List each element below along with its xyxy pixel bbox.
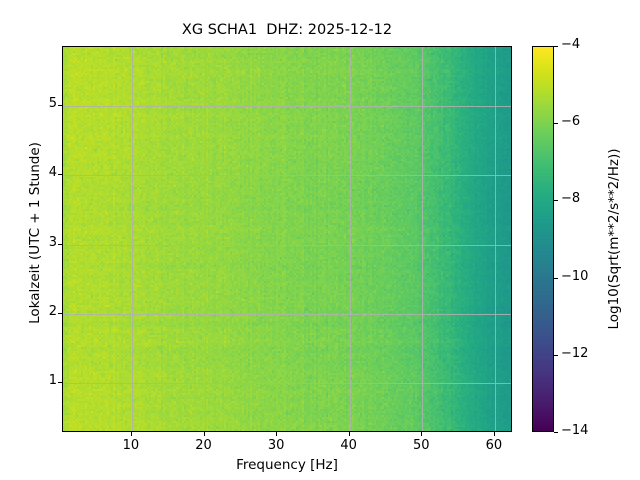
- colorbar-tick-mark: [554, 123, 558, 125]
- colorbar-tick-mark: [554, 200, 558, 202]
- x-tick-mark: [203, 432, 205, 436]
- gridline-vertical: [131, 47, 134, 431]
- x-tick-label: 10: [122, 438, 140, 453]
- x-tick-mark: [276, 432, 278, 436]
- x-tick-label: 20: [195, 438, 212, 453]
- y-tick-label: 1: [48, 373, 57, 389]
- y-tick-mark: [58, 312, 62, 314]
- x-tick-label: 50: [412, 438, 430, 453]
- colorbar-gradient: [533, 47, 553, 431]
- y-tick-label: 5: [48, 95, 57, 111]
- gridline-horizontal: [63, 244, 511, 246]
- x-tick-label: 40: [340, 438, 357, 453]
- gridline-horizontal: [63, 175, 511, 177]
- colorbar-tick-label: −6: [561, 114, 581, 130]
- y-tick-mark: [58, 104, 62, 106]
- gridline-vertical: [204, 47, 206, 431]
- gridline-vertical: [494, 47, 496, 431]
- x-tick-mark: [421, 432, 423, 436]
- gridline-horizontal: [63, 313, 511, 315]
- colorbar-tick-mark: [554, 432, 558, 434]
- colorbar-tick-mark: [554, 277, 558, 279]
- x-tick-label: 30: [267, 438, 285, 453]
- x-tick-mark: [493, 432, 495, 436]
- figure-title: XG SCHA1 DHZ: 2025-12-12: [181, 22, 393, 38]
- colorbar-label: Log10(Sqrt(m**2/s**2/Hz)): [606, 148, 622, 330]
- colorbar-tick-label: −8: [561, 191, 581, 207]
- colorbar-tick-label: −4: [561, 37, 581, 52]
- x-tick-mark: [130, 432, 133, 436]
- gridline-vertical: [277, 47, 279, 431]
- colorbar-tick-mark: [554, 46, 558, 48]
- gridline-horizontal: [63, 105, 511, 107]
- gridline-vertical: [349, 47, 351, 431]
- y-tick-mark: [58, 243, 62, 245]
- colorbar-tick-label: −10: [561, 268, 589, 284]
- colorbar-tick-label: −12: [561, 345, 589, 361]
- y-tick-label: 4: [48, 165, 57, 181]
- y-tick-mark: [58, 174, 62, 176]
- y-tick-label: 3: [48, 234, 57, 250]
- x-tick-label: 60: [485, 438, 503, 453]
- y-axis-label: Lokalzeit (UTC + 1 Stunde): [27, 142, 43, 324]
- colorbar-tick-mark: [554, 354, 558, 356]
- gridline-vertical: [422, 47, 424, 431]
- colorbar[interactable]: [532, 46, 554, 432]
- x-axis-label: Frequency [Hz]: [236, 457, 338, 473]
- y-tick-mark: [58, 382, 62, 384]
- colorbar-tick-label: −14: [561, 423, 589, 438]
- spectrogram-image: [63, 47, 511, 431]
- spectrogram-plot-area[interactable]: [62, 46, 512, 432]
- gridline-horizontal: [63, 383, 511, 385]
- y-tick-label: 2: [48, 303, 57, 319]
- x-tick-mark: [348, 432, 350, 436]
